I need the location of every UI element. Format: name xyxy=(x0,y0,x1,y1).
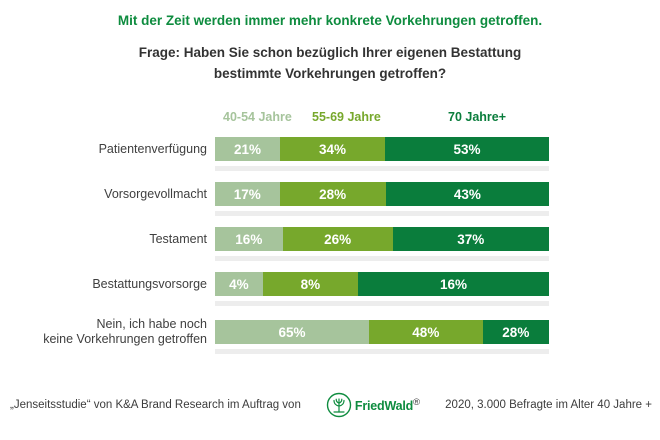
segment-value: 8% xyxy=(300,276,321,292)
bar-segment: 17% xyxy=(215,182,280,206)
segment-value: 16% xyxy=(440,276,468,292)
bar-track: 65% 48% 28% xyxy=(215,320,549,354)
bar-row: Vorsorgevollmacht 17% 28% 43% xyxy=(8,182,660,216)
bar-segment: 48% xyxy=(368,320,483,344)
segment-value: 16% xyxy=(235,231,263,247)
segment-value: 65% xyxy=(278,324,306,340)
category-label: Nein, ich habe noch keine Vorkehrungen g… xyxy=(43,317,207,346)
bar-row: Testament 16% 26% 37% xyxy=(8,227,660,261)
bar-track: 17% 28% 43% xyxy=(215,182,549,216)
bar-track: 4% 8% 16% xyxy=(215,272,549,306)
segment-value: 28% xyxy=(502,324,530,340)
segment-value: 26% xyxy=(324,231,352,247)
segment-value: 21% xyxy=(233,141,261,157)
bar-row: Patientenverfügung 21% 34% 53% xyxy=(8,137,660,171)
chart-legend: 40-54 Jahre 55-69 Jahre 70 Jahre+ xyxy=(8,110,660,126)
source-text-right: 2020, 3.000 Befragte im Alter 40 Jahre + xyxy=(445,399,652,411)
bar-segment: 37% xyxy=(392,227,549,251)
bar-track: 21% 34% 53% xyxy=(215,137,549,171)
chart-subtitle: Frage: Haben Sie schon bezüglich Ihrer e… xyxy=(0,42,660,84)
legend-item-40-54-jahre: 40-54 Jahre xyxy=(223,110,292,124)
legend-item-55-69-jahre: 55-69 Jahre xyxy=(312,110,381,124)
bar-segment: 21% xyxy=(215,137,280,161)
bar-rows: Patientenverfügung 21% 34% 53% Vorsorgevollm… xyxy=(8,137,660,354)
category-label: Patientenverfügung xyxy=(98,141,207,156)
bar-segment: 43% xyxy=(385,182,549,206)
segment-value: 4% xyxy=(229,276,249,292)
category-label: Testament xyxy=(149,231,207,246)
stacked-bar-chart: 40-54 Jahre 55-69 Jahre 70 Jahre+ Patien… xyxy=(8,110,660,354)
brand-name: FriedWald xyxy=(354,398,414,413)
chart-title: Mit der Zeit werden immer mehr konkrete … xyxy=(117,13,543,28)
bar-segment: 8% xyxy=(262,272,359,296)
tree-icon xyxy=(326,392,352,418)
segment-value: 37% xyxy=(457,231,485,247)
category-label: Vorsorgevollmacht xyxy=(104,186,207,201)
segment-value: 34% xyxy=(318,141,347,157)
bar-segment: 16% xyxy=(358,272,549,296)
subtitle-line-1: Frage: Haben Sie schon bezüglich Ihrer e… xyxy=(138,45,522,60)
bar-row: Nein, ich habe noch keine Vorkehrungen g… xyxy=(8,317,660,354)
registered-mark: ® xyxy=(413,397,421,409)
bar-segment: 4% xyxy=(215,272,263,296)
segment-value: 53% xyxy=(453,141,481,157)
bar-segment: 26% xyxy=(282,227,393,251)
segment-value: 17% xyxy=(233,186,261,202)
source-text-left: „Jenseitsstudie“ von K&A Brand Research … xyxy=(10,399,301,411)
bar-segment: 65% xyxy=(215,320,369,344)
bar-segment: 28% xyxy=(482,320,549,344)
segment-value: 43% xyxy=(453,186,481,202)
bar-row: Bestattungsvorsorge 4% 8% 16% xyxy=(8,272,660,306)
bar-segment: 28% xyxy=(279,182,386,206)
friedwald-logo: FriedWald® xyxy=(326,392,420,418)
bar-track: 16% 26% 37% xyxy=(215,227,549,261)
category-label: Bestattungsvorsorge xyxy=(92,276,207,291)
legend-item-70-jahre-plus: 70 Jahre+ xyxy=(448,110,507,124)
bar-segment: 16% xyxy=(215,227,283,251)
segment-value: 28% xyxy=(319,186,347,202)
segment-value: 48% xyxy=(412,324,440,340)
bar-segment: 34% xyxy=(279,137,386,161)
source-footer: „Jenseitsstudie“ von K&A Brand Research … xyxy=(10,392,652,418)
bar-segment: 53% xyxy=(385,137,549,161)
subtitle-line-2: bestimmte Vorkehrungen getroffen? xyxy=(213,66,447,81)
